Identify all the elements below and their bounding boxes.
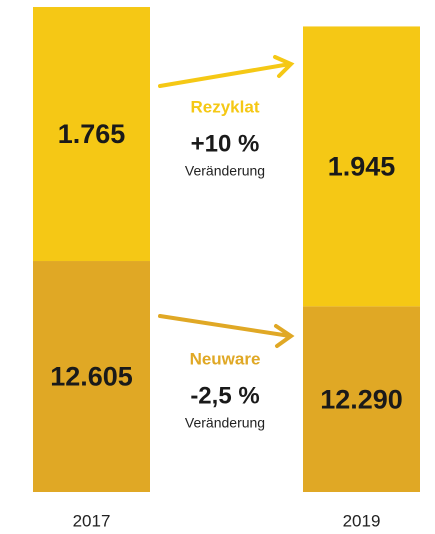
bar-segment — [303, 306, 420, 492]
x-tick-label: 2017 — [73, 511, 111, 530]
bar-segment — [303, 26, 420, 307]
change: +10 % — [191, 130, 260, 157]
value-label: 1.945 — [328, 152, 396, 182]
series-name: Neuware — [190, 349, 261, 368]
value-label: 1.765 — [58, 119, 126, 149]
change-label: Veränderung — [185, 415, 265, 431]
change: -2,5 % — [190, 382, 259, 409]
change-label: Veränderung — [185, 163, 265, 179]
arrows — [158, 55, 295, 348]
arrow — [158, 55, 295, 88]
value-label: 12.605 — [50, 362, 133, 392]
series-name: Rezyklat — [191, 97, 260, 116]
arrow — [158, 314, 295, 348]
bar-segment — [33, 7, 150, 262]
x-tick-label: 2019 — [343, 511, 381, 530]
value-label: 12.290 — [320, 384, 403, 414]
bar-segment — [33, 261, 150, 492]
